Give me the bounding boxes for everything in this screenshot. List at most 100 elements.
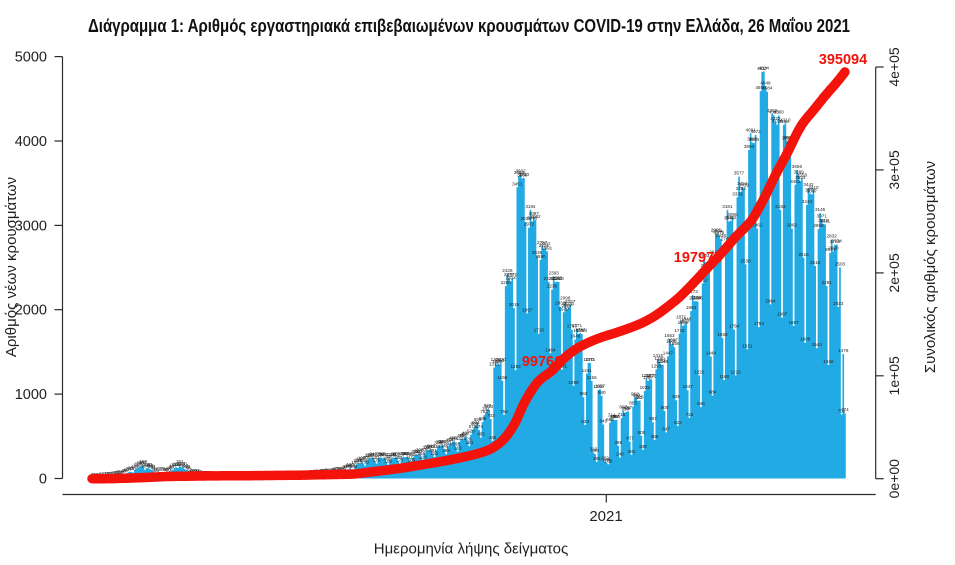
svg-text:1371: 1371: [585, 357, 596, 362]
svg-text:984: 984: [709, 390, 717, 395]
svg-text:71: 71: [161, 467, 167, 472]
svg-text:2519: 2519: [810, 260, 821, 265]
svg-text:1173: 1173: [646, 374, 656, 379]
svg-text:388: 388: [614, 440, 622, 445]
svg-text:379: 379: [434, 441, 442, 446]
svg-text:3097: 3097: [529, 211, 540, 216]
svg-text:199: 199: [383, 456, 391, 461]
svg-text:2774: 2774: [832, 238, 843, 243]
svg-text:1588: 1588: [666, 339, 677, 344]
svg-text:72: 72: [334, 466, 340, 471]
svg-text:150: 150: [138, 460, 146, 465]
svg-text:813: 813: [485, 404, 493, 409]
svg-text:2334: 2334: [506, 276, 517, 281]
svg-text:633: 633: [581, 419, 589, 424]
svg-text:368: 368: [452, 441, 460, 446]
svg-text:441: 441: [451, 435, 459, 440]
svg-text:497: 497: [462, 431, 470, 436]
svg-text:32: 32: [119, 470, 125, 475]
svg-text:3983: 3983: [747, 136, 758, 141]
svg-text:624: 624: [472, 420, 480, 425]
svg-text:73: 73: [157, 466, 163, 471]
svg-text:110: 110: [345, 463, 353, 468]
svg-text:659: 659: [474, 417, 482, 422]
svg-text:547: 547: [662, 426, 670, 431]
svg-text:2096: 2096: [693, 296, 704, 301]
svg-text:2503: 2503: [835, 261, 846, 266]
svg-text:2280: 2280: [501, 280, 512, 285]
svg-text:281: 281: [412, 449, 420, 454]
svg-text:123: 123: [144, 462, 152, 467]
svg-text:1e+05: 1e+05: [886, 356, 902, 396]
svg-text:130: 130: [179, 462, 187, 467]
svg-text:2674: 2674: [825, 247, 836, 252]
svg-text:1000: 1000: [15, 387, 47, 403]
svg-text:3589: 3589: [793, 170, 804, 175]
svg-text:1222: 1222: [694, 369, 705, 374]
svg-text:159: 159: [139, 459, 147, 464]
svg-text:1957: 1957: [522, 307, 533, 312]
svg-text:4091: 4091: [745, 127, 756, 132]
svg-text:Συνολικός αριθμός κρουσμάτων: Συνολικός αριθμός κρουσμάτων: [922, 161, 939, 373]
svg-text:2799: 2799: [721, 236, 732, 241]
svg-text:781: 781: [482, 407, 490, 412]
svg-text:754: 754: [500, 409, 508, 414]
svg-text:169: 169: [353, 458, 361, 463]
svg-text:14: 14: [103, 471, 109, 476]
svg-text:1415: 1415: [653, 353, 664, 358]
svg-text:395094: 395094: [819, 52, 867, 68]
svg-text:1653: 1653: [664, 333, 675, 338]
svg-text:800: 800: [661, 405, 669, 410]
svg-text:4817: 4817: [757, 66, 768, 71]
svg-text:46: 46: [121, 469, 127, 474]
svg-text:4824: 4824: [759, 66, 770, 71]
svg-text:179: 179: [355, 457, 363, 462]
svg-text:67: 67: [164, 467, 170, 472]
svg-text:1484: 1484: [545, 347, 556, 352]
svg-text:161: 161: [176, 459, 184, 464]
svg-text:1444: 1444: [706, 351, 717, 356]
svg-text:2019: 2019: [509, 302, 520, 307]
svg-text:215: 215: [406, 454, 414, 459]
svg-text:220: 220: [386, 454, 394, 459]
svg-text:62: 62: [187, 467, 193, 472]
svg-text:2768: 2768: [830, 239, 841, 244]
svg-text:247: 247: [391, 452, 399, 457]
svg-text:234: 234: [365, 453, 373, 458]
svg-text:2033: 2033: [833, 301, 844, 306]
svg-text:3062: 3062: [530, 214, 541, 219]
svg-text:609: 609: [470, 421, 478, 426]
svg-text:1597: 1597: [668, 338, 679, 343]
svg-text:3584: 3584: [514, 170, 525, 175]
svg-text:113: 113: [146, 463, 154, 468]
svg-text:2962: 2962: [787, 223, 798, 228]
svg-text:1177: 1177: [645, 373, 655, 378]
svg-text:4194: 4194: [772, 119, 783, 124]
svg-text:3333: 3333: [732, 191, 743, 196]
svg-text:254: 254: [404, 451, 412, 456]
svg-text:248: 248: [616, 452, 624, 457]
svg-text:5000: 5000: [15, 50, 47, 66]
svg-text:925: 925: [636, 394, 644, 399]
svg-text:1794: 1794: [754, 321, 765, 326]
svg-text:3451: 3451: [512, 181, 523, 186]
svg-text:74: 74: [162, 466, 168, 471]
svg-text:340: 340: [426, 444, 434, 449]
svg-text:4322: 4322: [767, 108, 778, 113]
svg-text:1346: 1346: [823, 359, 834, 364]
svg-text:1348: 1348: [658, 359, 669, 364]
svg-text:73: 73: [159, 466, 165, 471]
svg-text:4648: 4648: [760, 80, 771, 85]
svg-text:696: 696: [609, 414, 617, 419]
svg-text:104: 104: [141, 464, 149, 469]
svg-text:296: 296: [416, 448, 424, 453]
svg-text:2000: 2000: [15, 303, 47, 319]
svg-text:2007: 2007: [562, 303, 573, 308]
svg-text:1047: 1047: [683, 384, 694, 389]
svg-text:49: 49: [194, 468, 200, 473]
svg-text:253: 253: [403, 451, 411, 456]
svg-text:2603: 2603: [699, 253, 710, 258]
svg-text:45: 45: [195, 469, 201, 474]
svg-text:177: 177: [396, 458, 404, 463]
svg-text:1050: 1050: [593, 384, 604, 389]
